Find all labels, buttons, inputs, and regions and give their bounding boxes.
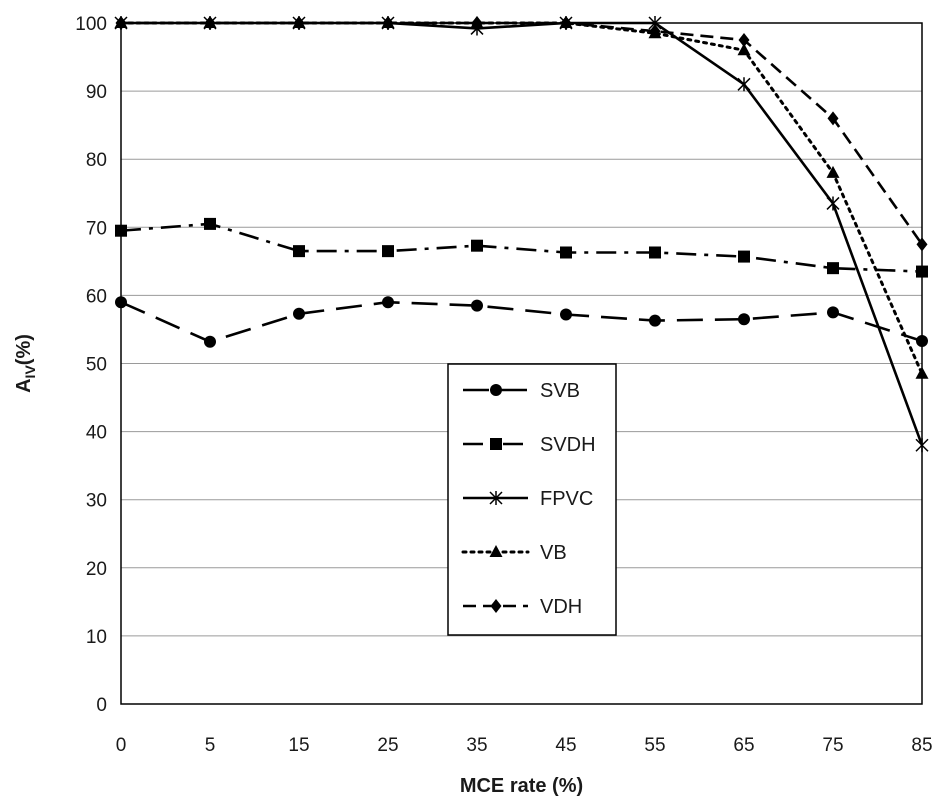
y-axis-title: AIV(%) <box>13 334 38 393</box>
legend-label-vb: VB <box>540 542 567 564</box>
data-point-svdh <box>293 245 305 258</box>
y-tick-label: 0 <box>96 695 107 716</box>
y-tick-label: 90 <box>86 82 107 103</box>
y-tick-label: 10 <box>86 627 107 648</box>
data-point-svdh <box>471 239 483 252</box>
x-tick-label: 0 <box>116 735 127 756</box>
data-point-svb <box>293 307 305 320</box>
y-tick-label: 70 <box>86 218 107 239</box>
x-tick-label: 65 <box>733 735 754 756</box>
y-tick-label: 30 <box>86 491 107 512</box>
x-tick-label: 55 <box>644 735 665 756</box>
y-tick-label: 80 <box>86 150 107 171</box>
y-axis-title-subscript: IV <box>22 365 38 379</box>
legend: SVB SVDH FPVC VB VDH <box>447 363 617 636</box>
y-tick-labels: 0 10 20 30 40 50 60 70 80 90 100 <box>75 14 107 716</box>
data-point-svb <box>649 314 661 327</box>
x-tick-labels: 0 5 15 25 35 45 55 65 75 85 <box>116 735 933 756</box>
legend-marker-svb <box>490 384 502 396</box>
data-point-svdh <box>560 246 572 259</box>
plot-frame <box>120 22 923 705</box>
data-point-svb <box>204 335 216 348</box>
data-point-fpvc <box>826 196 840 211</box>
legend-marker-svdh <box>490 438 502 450</box>
data-point-vb <box>826 165 840 178</box>
legend-label-svb: SVB <box>540 380 580 402</box>
data-point-vdh <box>827 111 839 126</box>
x-tick-label: 35 <box>466 735 487 756</box>
legend-entry-vb: VB <box>461 542 567 564</box>
data-point-fpvc <box>737 77 751 92</box>
data-point-svdh <box>649 246 661 259</box>
data-point-svdh <box>382 245 394 258</box>
y-axis-title-main: A <box>13 378 35 392</box>
y-axis-title-suffix: (%) <box>13 334 35 365</box>
y-tick-label: 100 <box>75 14 107 35</box>
legend-label-vdh: VDH <box>540 596 582 618</box>
y-tick-label: 40 <box>86 423 107 444</box>
data-point-svdh <box>827 262 839 275</box>
legend-entry-svb: SVB <box>463 380 580 402</box>
series-vb <box>114 16 929 379</box>
y-tick-label: 50 <box>86 355 107 376</box>
data-point-svb <box>827 306 839 319</box>
x-axis-title: MCE rate (%) <box>460 775 583 797</box>
legend-label-fpvc: FPVC <box>540 488 593 510</box>
legend-entry-fpvc: FPVC <box>463 488 593 510</box>
legend-entry-vdh: VDH <box>463 596 582 618</box>
x-axis-title-text: MCE rate (%) <box>460 775 583 797</box>
legend-marker-vb <box>489 545 503 557</box>
x-tick-label: 75 <box>822 735 843 756</box>
x-tick-label: 45 <box>555 735 576 756</box>
x-tick-label: 25 <box>377 735 398 756</box>
legend-marker-fpvc <box>489 491 503 505</box>
series-svb <box>115 296 928 348</box>
series-line-svdh <box>120 222 923 273</box>
data-point-svb <box>471 299 483 312</box>
legend-entry-svdh: SVDH <box>463 434 596 456</box>
data-point-svb <box>738 313 750 326</box>
data-point-vdh <box>649 24 661 39</box>
data-point-svb <box>560 308 572 321</box>
legend-label-svdh: SVDH <box>540 434 596 456</box>
y-tick-label: 20 <box>86 559 107 580</box>
series-line-vdh <box>121 21 924 246</box>
y-tick-label: 60 <box>86 286 107 307</box>
series-line-svb <box>120 300 923 344</box>
x-tick-label: 5 <box>205 735 216 756</box>
data-point-svb <box>382 296 394 309</box>
x-tick-label: 85 <box>911 735 932 756</box>
x-tick-label: 15 <box>288 735 309 756</box>
series-svdh <box>115 217 928 278</box>
series-line-vb <box>119 21 924 376</box>
legend-marker-vdh <box>490 599 502 613</box>
legend-box <box>447 363 617 636</box>
data-point-svdh <box>204 217 216 230</box>
data-point-svdh <box>738 250 750 263</box>
data-point-vb <box>737 43 751 56</box>
data-point-vdh <box>738 33 750 48</box>
